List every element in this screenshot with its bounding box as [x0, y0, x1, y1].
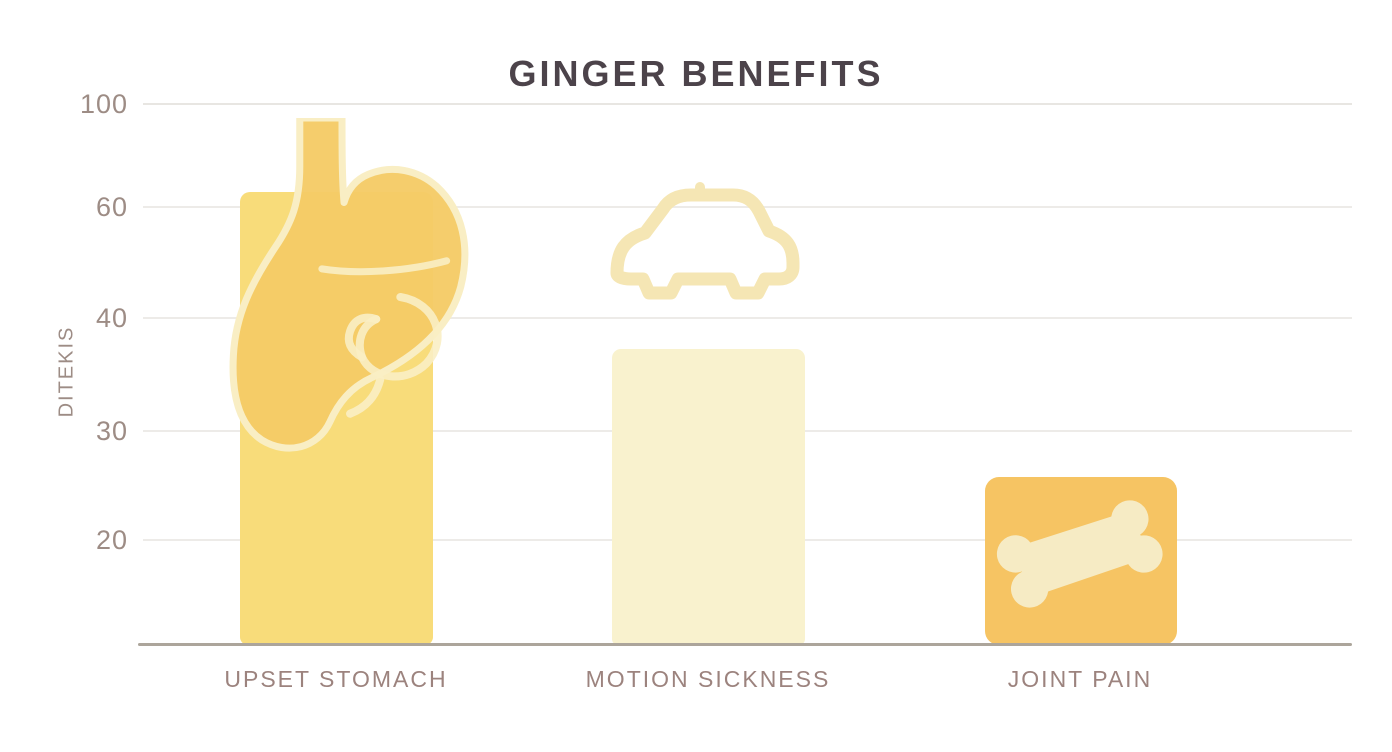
x-label-upset-stomach: UPSET STOMACH — [224, 666, 448, 692]
y-tick-30: 30 — [95, 416, 128, 446]
y-tick-100: 100 — [79, 89, 128, 119]
x-axis-baseline — [138, 643, 1352, 646]
y-axis-label: DITEKIS — [55, 325, 78, 418]
gridline-60 — [143, 206, 1352, 208]
stomach-icon — [229, 118, 469, 452]
y-tick-60: 60 — [95, 192, 128, 222]
bone-icon — [996, 500, 1163, 608]
gridline-40 — [143, 317, 1352, 319]
y-tick-20: 20 — [95, 525, 128, 555]
x-label-joint-pain: JOINT PAIN — [1007, 666, 1153, 692]
x-label-motion-sickness: MOTION SICKNESS — [585, 666, 831, 692]
chart-title: GINGER BENEFITS — [508, 53, 884, 94]
gridline-100 — [143, 103, 1352, 105]
y-tick-40: 40 — [95, 303, 128, 333]
car-icon — [610, 182, 800, 300]
bar-motion-sickness — [612, 349, 805, 645]
